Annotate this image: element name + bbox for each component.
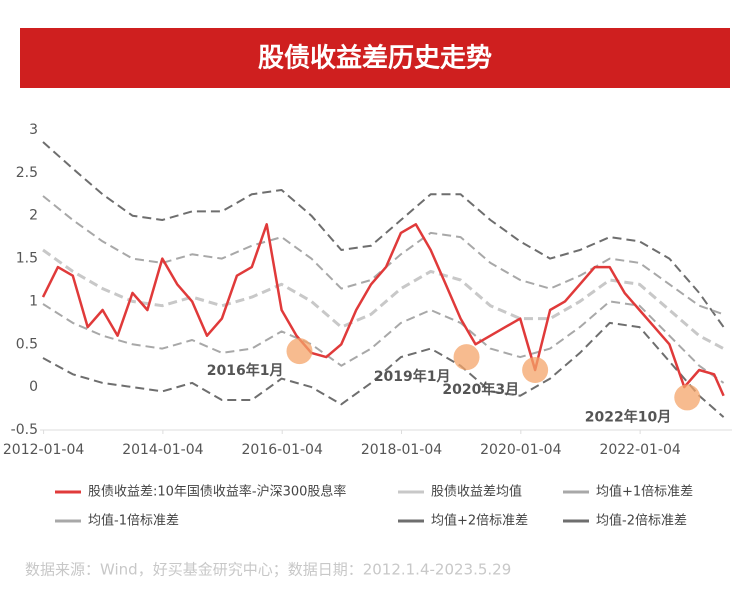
title-banner [20,28,730,88]
x-tick-label: 2016-01-04 [242,442,323,458]
x-tick-label: 2020-01-04 [480,442,561,458]
y-tick-label: 3 [29,122,38,138]
source-note: 数据来源：Wind，好买基金研究中心；数据日期：2012.1.4-2023.5.… [25,561,511,579]
annotation-label: 2019年1月 [374,368,451,385]
series-line [42,321,725,418]
legend-label: 均值+2倍标准差 [431,513,528,529]
series-line [42,195,724,316]
annotation-marker [453,344,480,371]
y-tick-label: 1.5 [16,251,38,267]
series-line [41,223,725,397]
y-tick-label: 0.5 [16,336,38,352]
series-line [42,248,725,350]
x-tick-label: 2014-01-04 [122,442,203,458]
x-tick-label: 2018-01-04 [361,442,442,458]
x-tick-label: 2012-01-04 [3,442,84,458]
legend-label: 均值+1倍标准差 [596,484,693,500]
annotation-marker [286,338,313,365]
y-tick-label: 2 [29,208,38,224]
chart-title: 股债收益差历史走势 [258,43,492,74]
annotation-label: 2022年10月 [585,408,671,425]
y-tick-label: -0.5 [11,422,38,438]
annotation-marker [674,384,701,411]
x-tick-label: 2022-01-04 [599,442,680,458]
legend-label: 股债收益差均值 [431,484,522,500]
series-line [42,300,725,384]
legend-label: 股债收益差:10年国债收益率-沪深300股息率 [88,484,346,500]
y-tick-label: 2.5 [16,165,38,181]
y-tick-label: 1 [29,293,38,309]
legend-label: 均值-2倍标准差 [596,513,687,529]
annotation-marker [522,357,549,383]
annotation-label: 2016年1月 [207,362,284,379]
legend-label: 均值-1倍标准差 [88,513,179,529]
annotation-label: 2020年3月 [442,381,519,398]
y-tick-label: 0 [29,379,38,395]
series-line [42,141,725,328]
